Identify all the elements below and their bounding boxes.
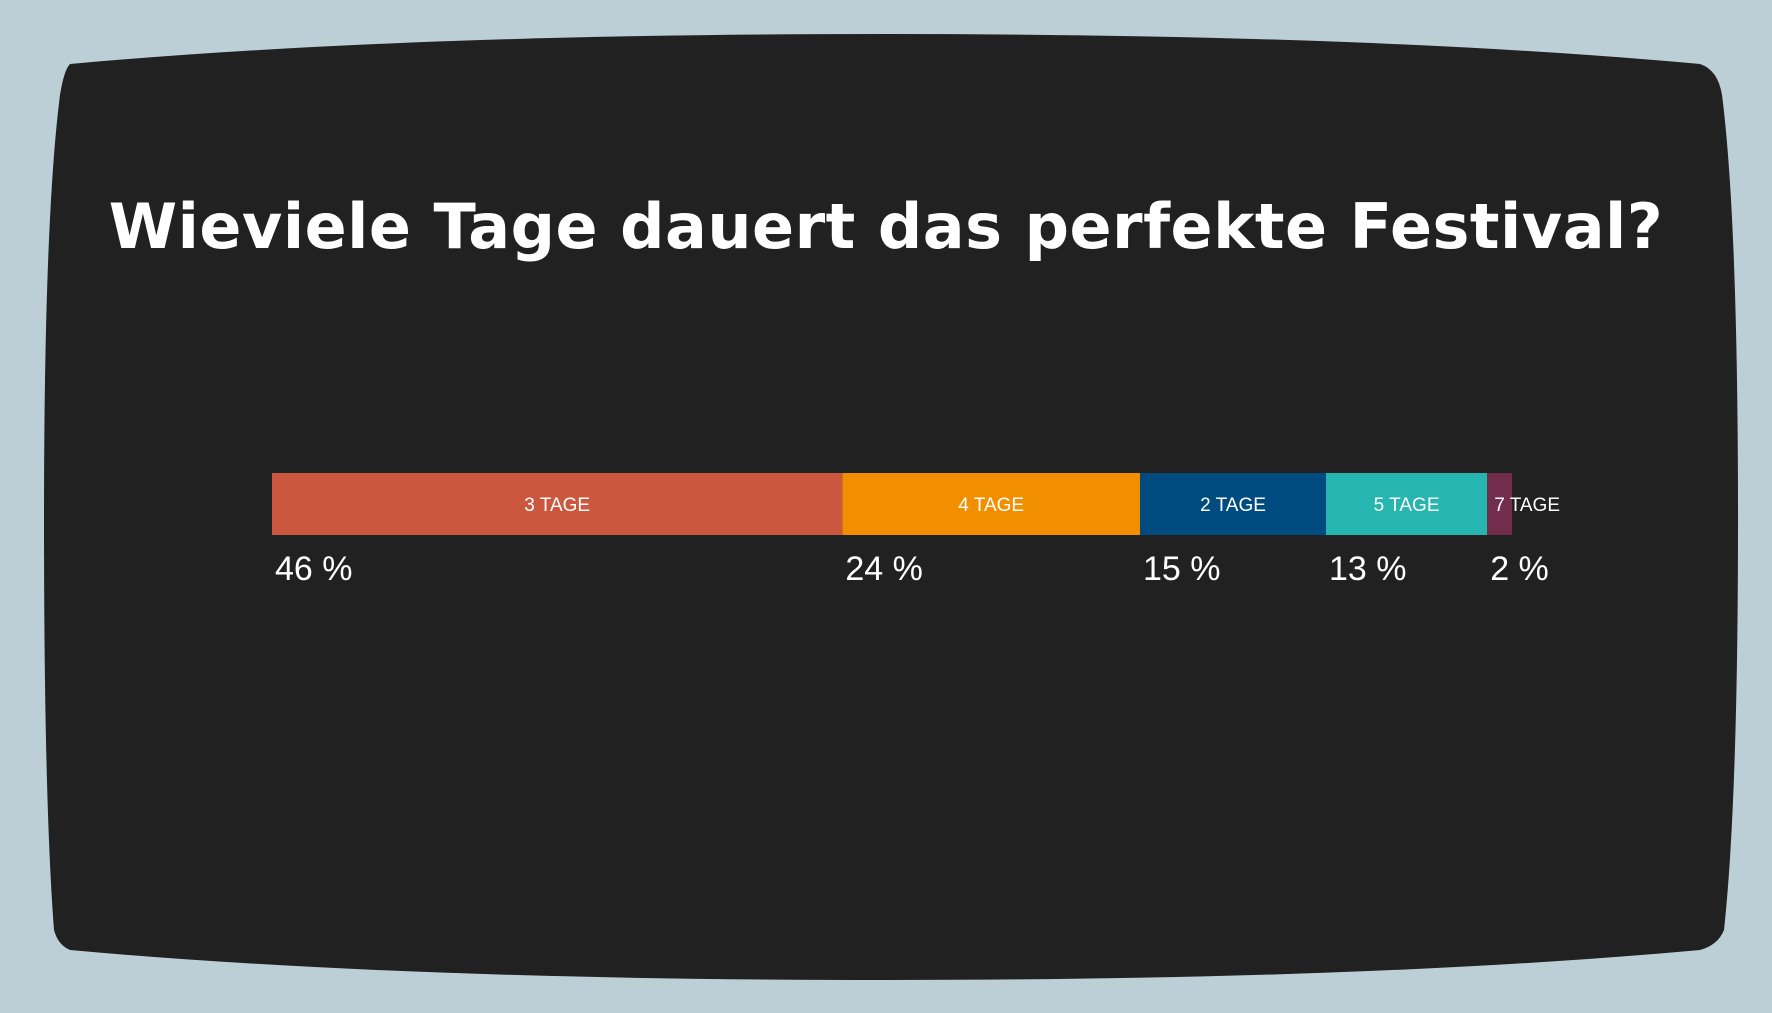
chart-title: Wieviele Tage dauert das perfekte Festiv… [108, 190, 1664, 263]
bar-segment [1140, 473, 1326, 535]
bar-segment [1487, 473, 1512, 535]
value-label: 24 % [845, 550, 923, 588]
category-label: 3 TAGE [524, 495, 590, 516]
category-label: 7 TAGE [1494, 495, 1560, 516]
stacked-bar-chart: 3 TAGE 46 % 4 TAGE 24 % 2 TAGE 15 % 5 TAGE 13 %… [272, 473, 1560, 588]
category-label: 2 TAGE [1200, 495, 1266, 516]
category-label: 5 TAGE [1374, 495, 1440, 516]
bar-segment [1326, 473, 1488, 535]
bar-segment [272, 473, 843, 535]
category-label: 4 TAGE [958, 495, 1024, 516]
value-label: 13 % [1329, 550, 1407, 588]
bar-segment [842, 473, 1140, 535]
value-label: 2 % [1490, 550, 1549, 588]
value-label: 15 % [1143, 550, 1221, 588]
value-label: 46 % [275, 550, 353, 588]
